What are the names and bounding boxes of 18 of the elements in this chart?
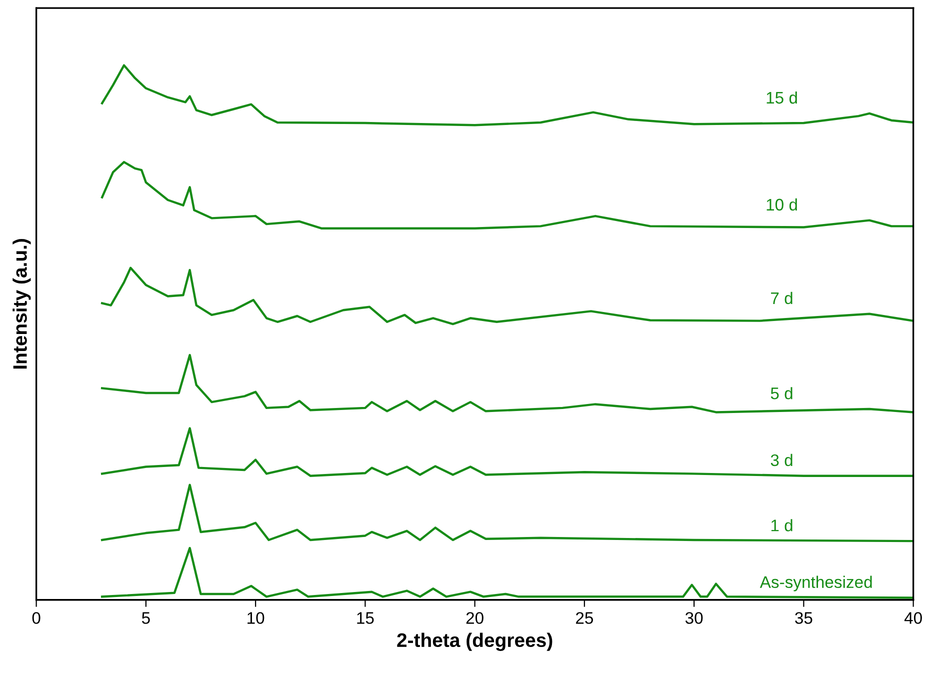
x-tick-label: 25 — [576, 612, 594, 624]
x-tick-label: 35 — [795, 612, 812, 624]
x-tick-label: 30 — [685, 612, 703, 624]
series-label: 3 d — [770, 454, 792, 466]
x-tick-label: 40 — [904, 612, 922, 624]
y-axis-title: Intensity (a.u.) — [12, 239, 31, 369]
x-axis-title: 2-theta (degrees) — [397, 632, 552, 651]
x-tick-label: 5 — [142, 612, 150, 624]
series-label: 5 d — [770, 387, 792, 400]
x-tick-label: 10 — [248, 612, 264, 624]
series-label: 1 d — [771, 519, 792, 532]
x-tick-label: 15 — [357, 612, 374, 624]
series-label: 15 d — [766, 91, 797, 104]
x-tick-label: 20 — [466, 612, 484, 624]
series-label: 10 d — [766, 198, 797, 211]
series-label: As-synthesized — [760, 576, 872, 592]
x-tick-label: 0 — [32, 612, 40, 624]
series-label: 7 d — [771, 292, 792, 304]
